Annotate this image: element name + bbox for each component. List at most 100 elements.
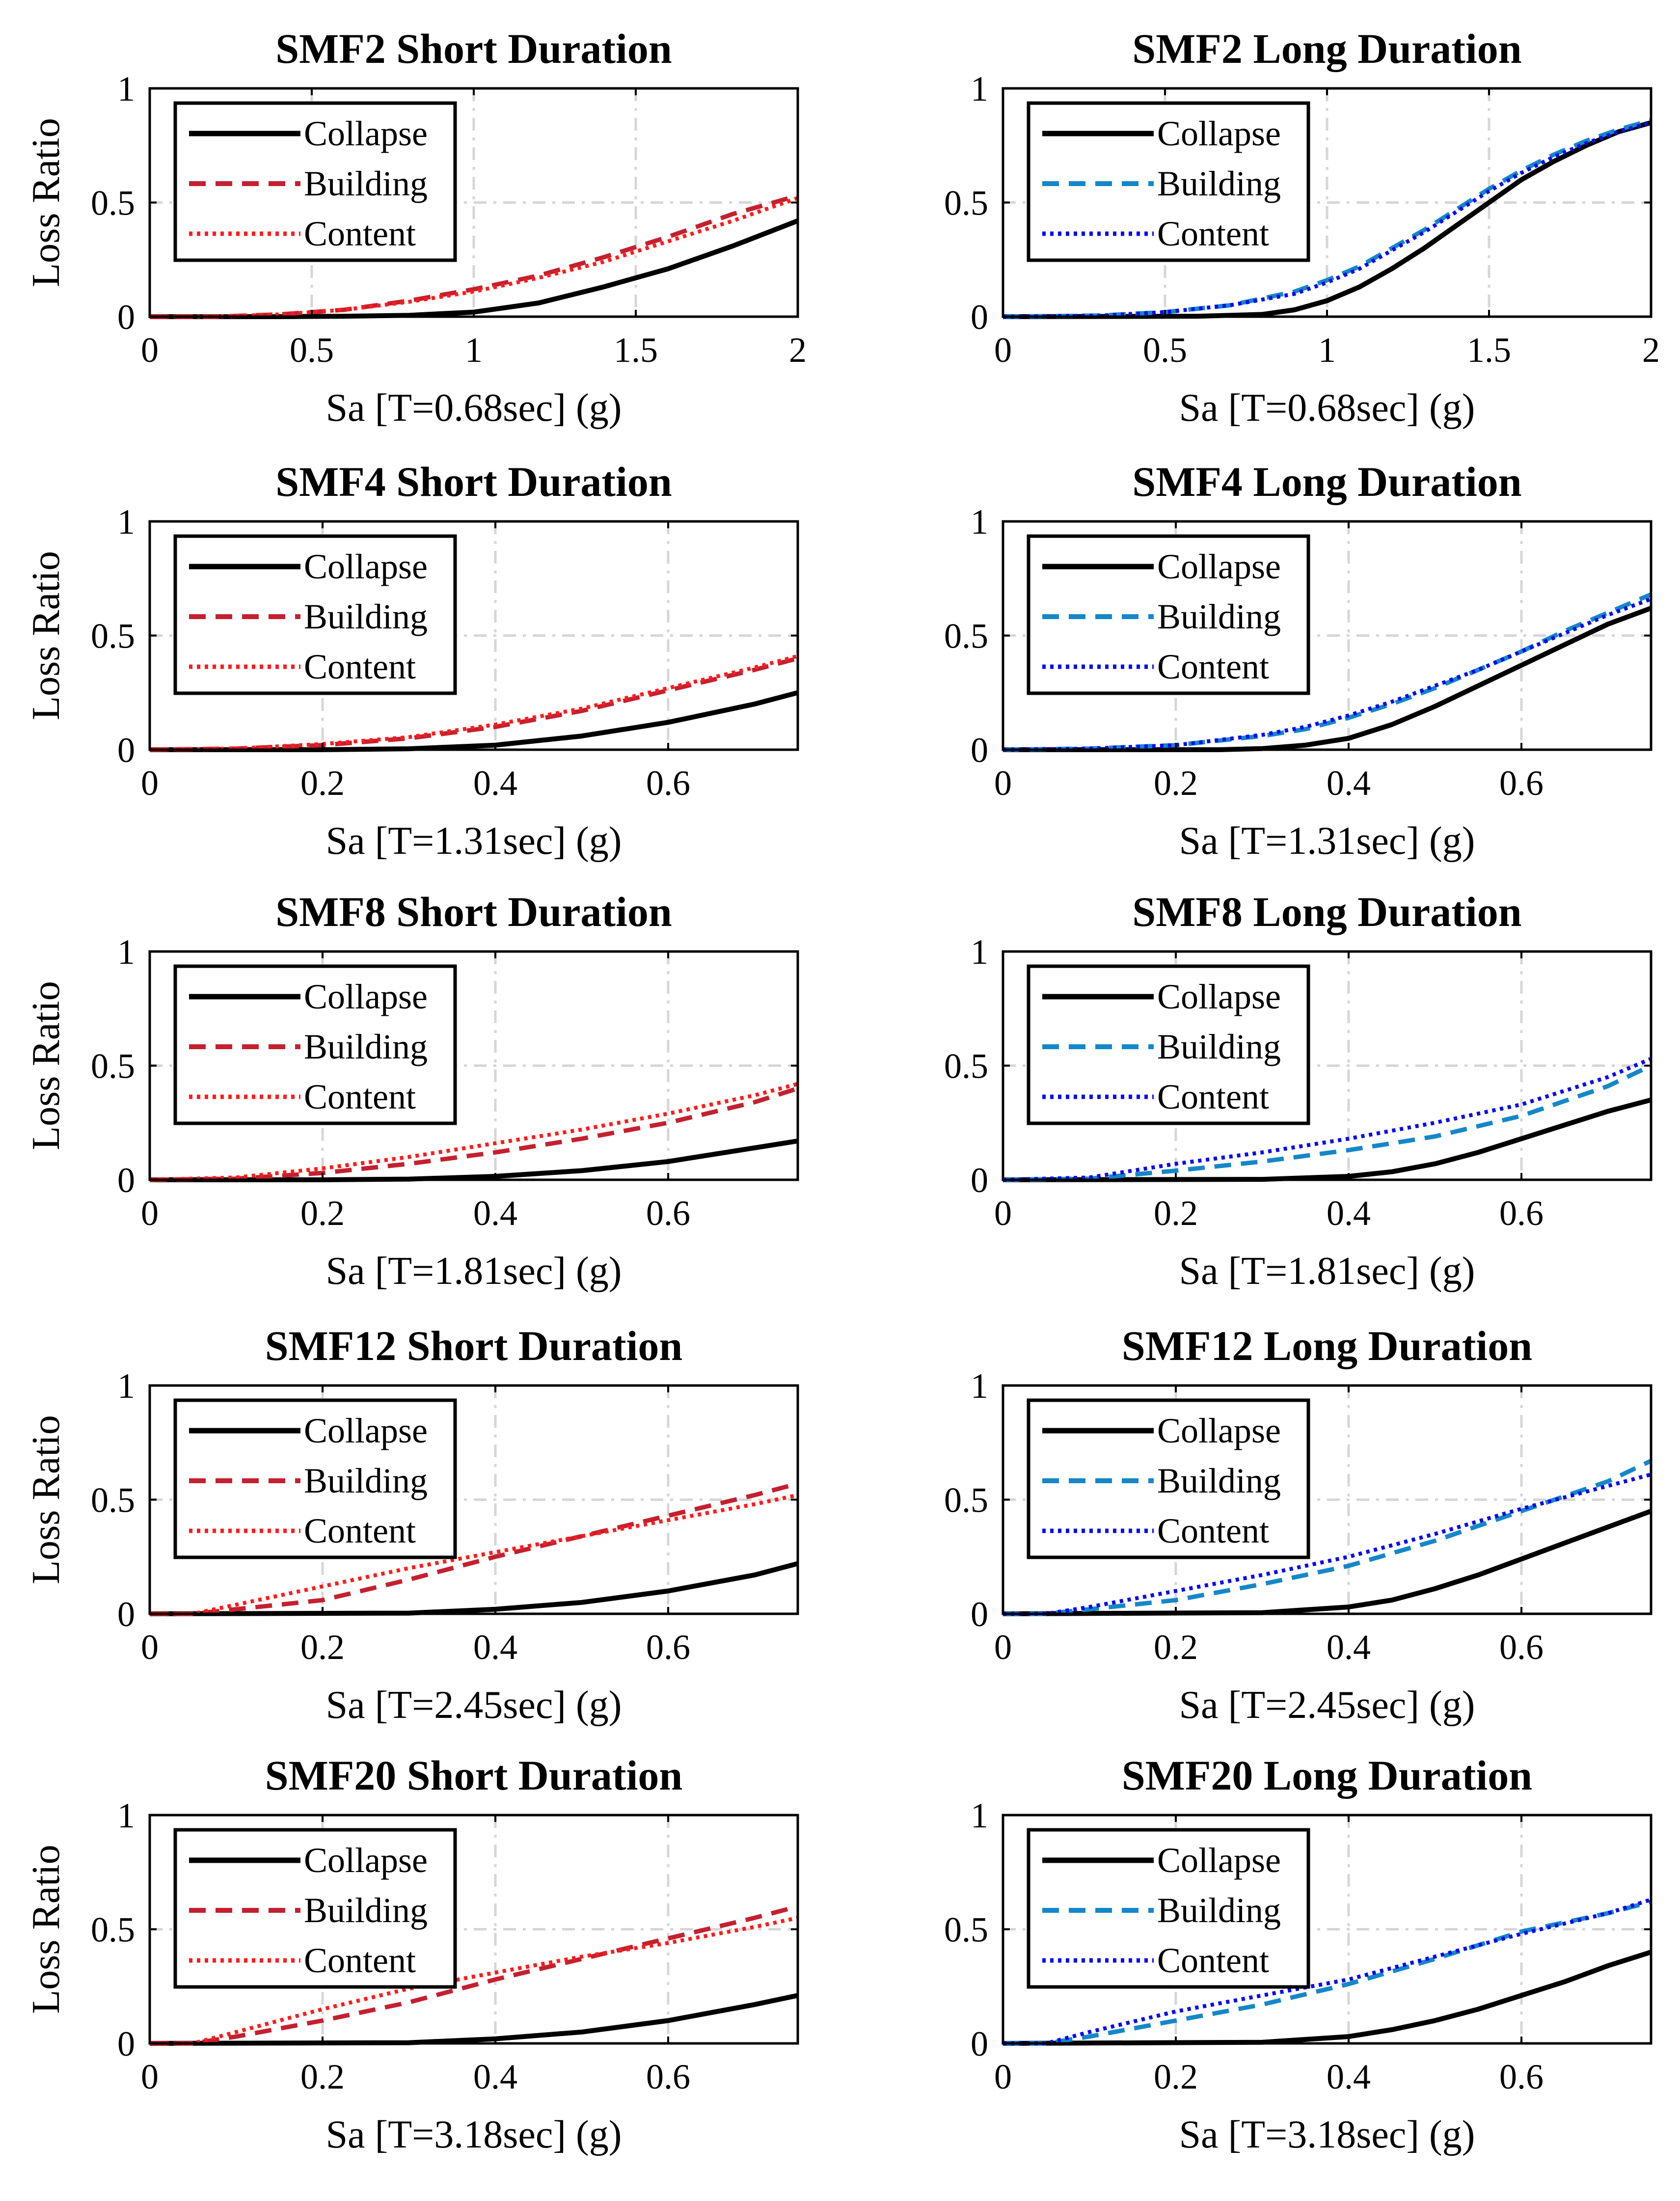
subplot-title: SMF20 Long Duration	[1122, 1752, 1532, 1799]
x-tick-label: 0.2	[300, 2057, 345, 2096]
x-tick-label: 0.5	[290, 330, 334, 370]
legend: Collapse Building Content	[173, 1398, 457, 1559]
x-tick-label: 0	[994, 1628, 1012, 1667]
series-line-collapse	[149, 1561, 799, 1616]
x-tick-label: 1	[465, 330, 483, 370]
x-tick-label: 0.4	[1327, 1628, 1371, 1667]
x-tick-label: 0.2	[300, 1628, 345, 1667]
y-axis-label: Loss Ratio	[25, 1415, 68, 1584]
x-tick-label: 0.6	[1499, 2057, 1544, 2096]
legend-label-building: Building	[304, 597, 428, 636]
legend: Collapse Building Content	[173, 1828, 457, 1989]
x-tick-label: 0.4	[473, 2057, 517, 2096]
x-tick-label: 0.2	[1154, 1628, 1198, 1667]
y-tick-label: 0.5	[944, 1481, 988, 1520]
x-tick-label: 0	[994, 1194, 1012, 1233]
y-tick-label: 0	[971, 1595, 988, 1634]
legend-label-collapse: Collapse	[1157, 114, 1281, 153]
legend-label-building: Building	[304, 1461, 428, 1500]
x-tick-label: 0.4	[1327, 2057, 1371, 2096]
y-tick-label: 0	[117, 2024, 135, 2064]
legend-label-collapse: Collapse	[1157, 977, 1281, 1016]
x-tick-label: 0.2	[1154, 763, 1198, 803]
x-axis-label: Sa [T=1.31sec] (g)	[1179, 819, 1475, 863]
x-axis-label: Sa [T=1.31sec] (g)	[326, 819, 622, 863]
y-tick-label: 1	[971, 932, 988, 972]
x-tick-label: 0.4	[473, 1628, 517, 1667]
legend: Collapse Building Content	[1027, 534, 1310, 695]
legend-label-content: Content	[1157, 1077, 1269, 1116]
subplot-title: SMF4 Long Duration	[1132, 458, 1521, 505]
x-tick-label: 1.5	[614, 330, 658, 370]
x-axis-label: Sa [T=1.81sec] (g)	[326, 1250, 622, 1293]
subplot-4: 0 0.2 0.4 0.6 0 0.5 1 SMF4 Long Duration Sa [T=1…	[944, 458, 1653, 863]
x-tick-label: 0	[141, 330, 159, 370]
legend: Collapse Building Content	[173, 534, 457, 695]
x-tick-label: 0.6	[646, 2057, 690, 2096]
y-tick-label: 0.5	[91, 1047, 135, 1086]
y-tick-label: 1	[117, 502, 135, 542]
x-tick-label: 0	[994, 2057, 1012, 2096]
subplot-9: 0 0.2 0.4 0.6 0 0.5 1 SMF20 Short Duration Sa [T…	[25, 1752, 799, 2156]
subplot-title: SMF8 Short Duration	[275, 888, 672, 935]
y-tick-label: 1	[971, 1366, 988, 1406]
x-tick-label: 0.6	[1499, 1628, 1544, 1667]
series-line-building	[150, 1904, 799, 2046]
x-tick-label: 0.4	[1327, 763, 1371, 803]
x-tick-label: 0.6	[646, 1194, 690, 1233]
y-tick-label: 0.5	[91, 1910, 135, 1950]
subplot-title: SMF4 Short Duration	[275, 458, 672, 505]
x-axis-label: Sa [T=2.45sec] (g)	[1179, 1684, 1475, 1727]
subplot-8: 0 0.2 0.4 0.6 0 0.5 1 SMF12 Long Duration Sa [T=…	[944, 1322, 1653, 1727]
y-tick-label: 1	[117, 1366, 135, 1406]
y-tick-label: 0	[117, 1161, 135, 1200]
series-line-collapse	[150, 690, 799, 752]
series-line-building	[1003, 1900, 1652, 2046]
subplot-title: SMF20 Short Duration	[265, 1752, 682, 1799]
series-line-building	[1003, 1063, 1652, 1182]
series-line-collapse	[1003, 1509, 1652, 1616]
x-tick-label: 1.5	[1467, 330, 1511, 370]
y-tick-label: 0	[971, 731, 988, 770]
x-tick-label: 0	[994, 330, 1012, 370]
y-tick-label: 1	[117, 69, 135, 109]
y-tick-label: 0.5	[944, 617, 988, 656]
legend: Collapse Building Content	[173, 964, 457, 1125]
subplot-6: 0 0.2 0.4 0.6 0 0.5 1 SMF8 Long Duration Sa [T=1…	[944, 888, 1653, 1293]
y-tick-label: 0.5	[944, 1047, 988, 1086]
x-tick-label: 0.2	[1154, 2057, 1198, 2096]
subplot-3: 0 0.2 0.4 0.6 0 0.5 1 SMF4 Short Duration Sa [T=…	[25, 458, 799, 863]
subplot-5: 0 0.2 0.4 0.6 0 0.5 1 SMF8 Short Duration Sa [T=…	[25, 888, 799, 1293]
subplot-title: SMF8 Long Duration	[1132, 888, 1521, 935]
y-tick-label: 1	[971, 502, 988, 542]
subplot-1: 0 0.5 1 1.5 2 0 0.5 1 SMF2 Short Duration Sa [T=0…	[25, 25, 807, 430]
y-tick-label: 0	[971, 1161, 988, 1200]
x-tick-label: 0.4	[473, 763, 517, 803]
legend-label-collapse: Collapse	[304, 114, 428, 153]
x-tick-label: 0.2	[1154, 1194, 1198, 1233]
subplot-2: 0 0.5 1 1.5 2 0 0.5 1 SMF2 Long Duration Sa [T=0.…	[944, 25, 1660, 430]
y-tick-label: 1	[971, 69, 988, 109]
series-line-collapse	[1003, 1950, 1652, 2046]
series-line-collapse	[1003, 1097, 1652, 1182]
y-tick-label: 0	[971, 298, 988, 337]
legend-label-content: Content	[1157, 1941, 1269, 1980]
y-axis-label: Loss Ratio	[25, 118, 68, 287]
legend-label-collapse: Collapse	[1157, 1841, 1281, 1880]
legend-label-building: Building	[1157, 597, 1281, 636]
legend-label-building: Building	[1157, 164, 1281, 203]
legend-label-collapse: Collapse	[1157, 1411, 1281, 1450]
x-tick-label: 1	[1318, 330, 1336, 370]
y-tick-label: 0.5	[944, 184, 988, 223]
y-tick-label: 0.5	[91, 617, 135, 656]
x-axis-label: Sa [T=2.45sec] (g)	[326, 1684, 622, 1727]
y-axis-label: Loss Ratio	[25, 551, 68, 720]
x-tick-label: 0.5	[1143, 330, 1187, 370]
series-line-building	[1003, 118, 1652, 319]
legend-label-building: Building	[304, 1027, 428, 1066]
x-axis-label: Sa [T=3.18sec] (g)	[326, 2113, 622, 2156]
legend-label-content: Content	[304, 1077, 416, 1116]
subplot-title: SMF12 Long Duration	[1122, 1322, 1532, 1369]
